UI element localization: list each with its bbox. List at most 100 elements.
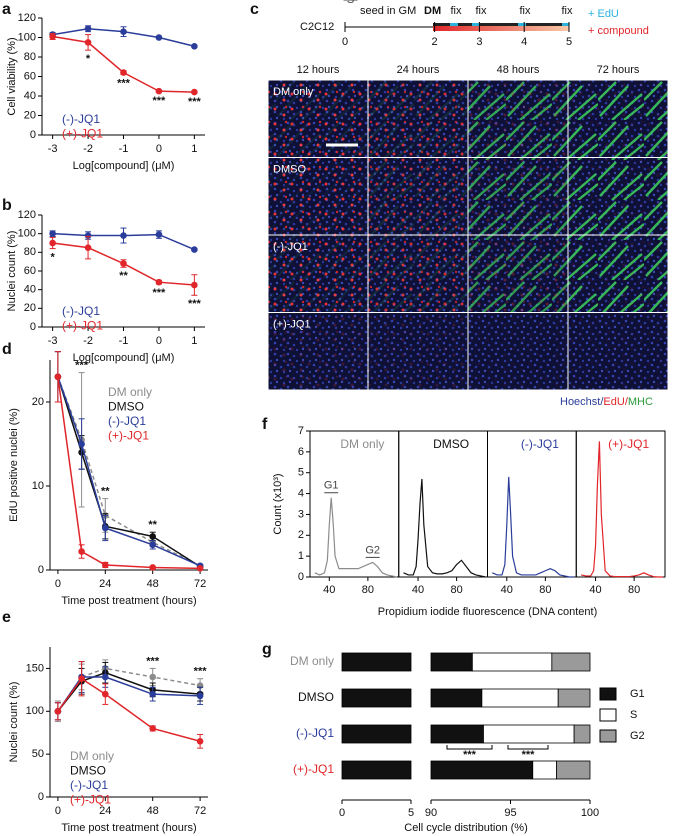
y-tick-label: 0 (30, 129, 36, 141)
data-point (120, 232, 127, 239)
x-tick-label: 5 (408, 807, 414, 819)
phase-label: S (347, 0, 354, 6)
legend-entry: DMSO (70, 764, 106, 778)
category-label: DMSO (298, 690, 334, 704)
data-point (84, 39, 92, 46)
micrograph-edu (368, 312, 468, 390)
significance: *** (75, 360, 89, 372)
y-tick-label: 2 (298, 529, 304, 541)
panel-letter: g (262, 641, 272, 658)
micrograph-legend: Hoechst (560, 396, 600, 408)
x-tick-label: 1 (191, 143, 197, 155)
timeline-tick-label: 5 (566, 36, 572, 48)
y-tick-label: 7 (298, 425, 304, 437)
legend-entry: (+)-JQ1 (62, 319, 103, 333)
fix-label: fix (562, 5, 574, 17)
x-tick-label: 0 (55, 805, 61, 817)
legend-entry: S (630, 709, 637, 721)
edu-pulse (518, 23, 526, 26)
legend-entry: DM only (70, 749, 114, 763)
x-tick-label: 90 (425, 807, 437, 819)
data-point (149, 533, 156, 540)
legend-entry: G1 (630, 688, 645, 700)
data-point (120, 260, 127, 267)
x-tick-label: 40 (323, 584, 335, 596)
micrograph-legend: / (625, 396, 629, 408)
column-label: 48 hours (497, 64, 540, 76)
micrograph-edu (468, 312, 568, 390)
data-point (155, 231, 163, 238)
x-tick-label: -1 (119, 143, 129, 155)
y-tick-label: 80 (24, 246, 36, 258)
histogram-line (580, 441, 664, 578)
panel-letter: f (262, 416, 268, 433)
micrograph-border (567, 312, 669, 391)
timeline-tick-label: 4 (521, 36, 527, 48)
data-point (102, 524, 109, 532)
legend-entry: (-)-JQ1 (62, 112, 100, 126)
x-tick-label: 100 (581, 807, 599, 819)
x-tick-label: -2 (83, 335, 93, 347)
bar-segment (430, 688, 483, 708)
significance: *** (194, 666, 208, 678)
legend-swatch (599, 708, 617, 722)
bar-segment (573, 724, 591, 744)
category-label: (-)-JQ1 (296, 726, 334, 740)
series-line (57, 677, 201, 743)
dm-label: DM (424, 5, 441, 17)
y-tick-label: 50 (32, 748, 44, 760)
data-point (78, 548, 85, 555)
y-tick-label: 20 (32, 396, 44, 408)
x-tick-label: -1 (119, 335, 129, 347)
bar-segment (557, 688, 591, 708)
column-label: 72 hours (597, 64, 640, 76)
bar-segment (341, 724, 412, 744)
micrograph-edu (568, 235, 668, 313)
row-label: DMSO (273, 163, 306, 175)
compound-label: + compound (588, 25, 649, 37)
data-point (149, 690, 156, 698)
row-label: (-)-JQ1 (273, 241, 308, 253)
data-point (149, 564, 156, 571)
series-line (57, 376, 201, 567)
x-tick-label: 80 (539, 584, 551, 596)
data-point (155, 278, 163, 286)
significance-bracket (507, 745, 549, 750)
seed-label: seed in GM (360, 5, 416, 17)
edu-pulse (450, 23, 458, 26)
data-point (191, 281, 198, 289)
x-tick-label: 72 (194, 578, 206, 590)
histogram-line (403, 478, 486, 578)
y-axis-label: Nuclei count (%) (6, 231, 18, 312)
y-tick-label: 40 (24, 90, 36, 102)
x-axis-label: Time post treatment (hours) (61, 595, 196, 607)
subpanel-frame (575, 430, 666, 578)
bar-segment (430, 652, 473, 672)
histogram-line (492, 476, 575, 578)
data-point (49, 239, 56, 247)
cell-line: C2C12 (300, 21, 334, 33)
subpanel-frame (398, 430, 488, 578)
y-tick-label: 80 (24, 51, 36, 63)
significance: *** (522, 749, 536, 761)
bar-segment (481, 688, 559, 708)
x-tick-label: 1 (191, 335, 197, 347)
timeline-tick-label: 0 (342, 36, 348, 48)
y-tick-label: 3 (298, 508, 304, 520)
significance: *** (463, 749, 477, 761)
data-point (191, 88, 198, 96)
legend-entry: (+)-JQ1 (70, 793, 111, 807)
bar-segment (341, 760, 412, 780)
significance: ** (119, 270, 128, 282)
legend-swatch (599, 729, 617, 743)
micrograph-edu (368, 235, 468, 313)
legend-entry: (+)-JQ1 (62, 127, 103, 141)
y-axis-label: Count (x10³) (272, 473, 284, 534)
significance: *** (153, 287, 167, 299)
y-tick-label: 0 (298, 571, 304, 583)
micrograph-edu (568, 312, 668, 390)
data-point (54, 707, 62, 715)
bar-segment (471, 652, 553, 672)
y-tick-label: 0 (38, 791, 44, 803)
